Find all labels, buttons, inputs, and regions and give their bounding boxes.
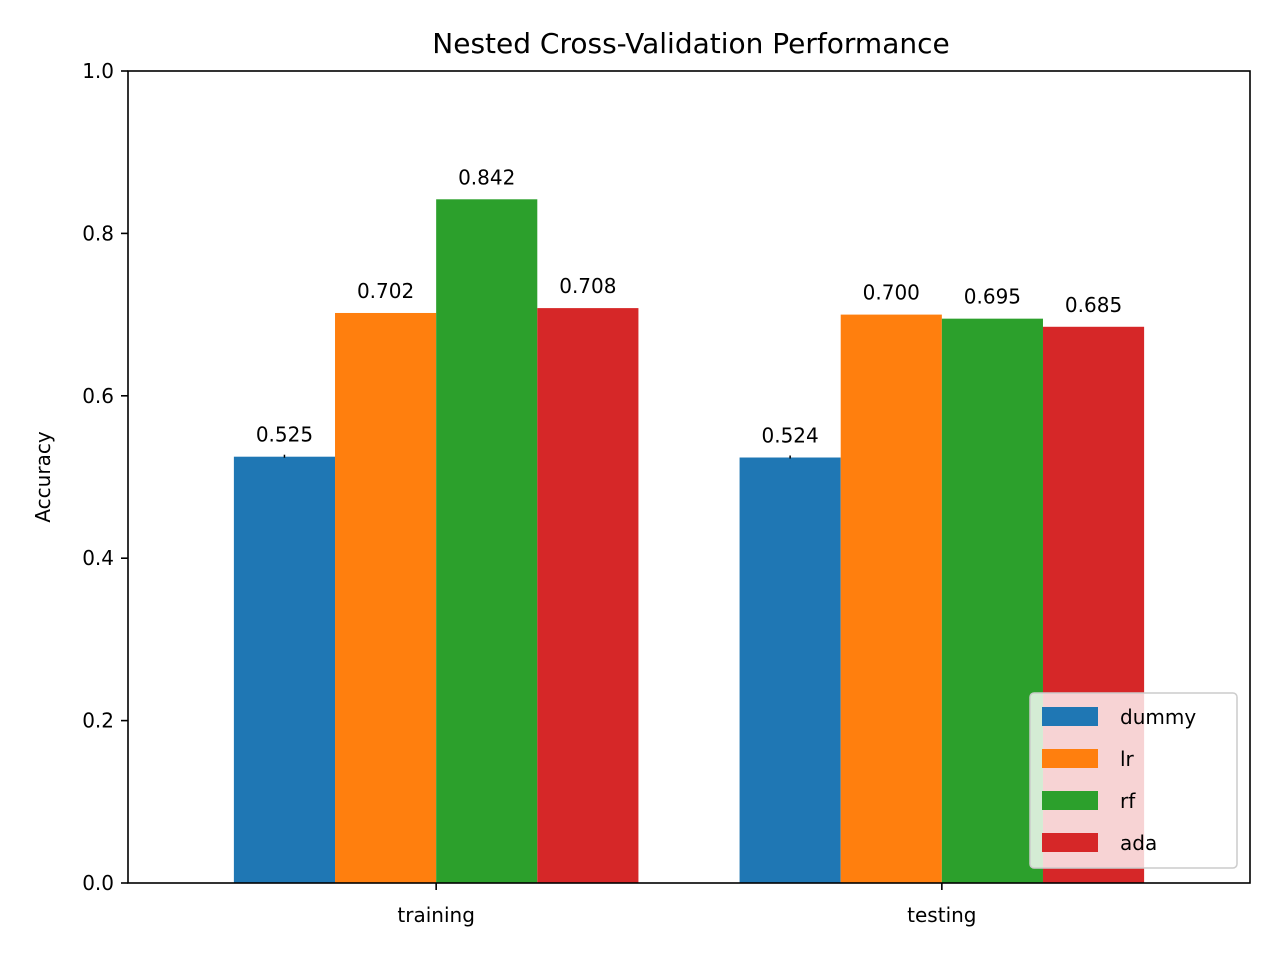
bar-rf-training <box>436 199 538 883</box>
legend-swatch-lr <box>1042 749 1098 768</box>
data-label-ada-testing: 0.685 <box>1065 293 1122 317</box>
bars-layer <box>233 199 1145 884</box>
y-tick-label-0.0: 0.0 <box>82 871 114 895</box>
y-tick-label-0.6: 0.6 <box>82 384 114 408</box>
bar-lr-testing <box>840 314 942 884</box>
data-label-dummy-training: 0.525 <box>256 423 313 447</box>
legend-label-rf: rf <box>1120 789 1136 813</box>
bar-rf-testing <box>941 318 1043 883</box>
plot-frame <box>127 70 1251 884</box>
legend-label-ada: ada <box>1120 831 1157 855</box>
bar-lr-training <box>335 312 437 883</box>
data-label-rf-testing: 0.695 <box>964 285 1021 309</box>
axes-layer: 0.0 0.2 0.4 0.6 0.8 1.0 training testing <box>82 59 1251 927</box>
data-label-dummy-testing: 0.524 <box>762 424 819 448</box>
data-label-lr-testing: 0.700 <box>863 281 920 305</box>
bar-ada-training <box>537 308 639 883</box>
y-tick-label-0.8: 0.8 <box>82 221 114 245</box>
y-tick-label-1.0: 1.0 <box>82 59 114 83</box>
y-axis-label: Accuracy <box>31 431 55 522</box>
legend-label-lr: lr <box>1120 747 1135 771</box>
legend-swatch-rf <box>1042 791 1098 810</box>
data-label-ada-training: 0.708 <box>559 274 616 298</box>
legend-box <box>1029 692 1238 869</box>
x-tick-label-testing: testing <box>907 903 976 927</box>
y-tick-label-0.2: 0.2 <box>82 709 114 733</box>
data-labels-layer: 0.525 0.524 0.702 0.700 0.842 0.695 0.708 0.685 <box>256 165 1122 447</box>
data-label-rf-training: 0.842 <box>458 165 515 189</box>
legend: dummy lr rf ada <box>1029 692 1238 869</box>
legend-swatch-ada <box>1042 833 1098 852</box>
legend-label-dummy: dummy <box>1120 705 1196 729</box>
data-label-lr-training: 0.702 <box>357 279 414 303</box>
legend-swatch-dummy <box>1042 707 1098 726</box>
bar-dummy-training <box>233 456 336 883</box>
y-tick-label-0.4: 0.4 <box>82 546 114 570</box>
chart-title: Nested Cross-Validation Performance <box>432 27 949 60</box>
bar-dummy-testing <box>739 457 841 883</box>
x-tick-label-training: training <box>397 903 474 927</box>
